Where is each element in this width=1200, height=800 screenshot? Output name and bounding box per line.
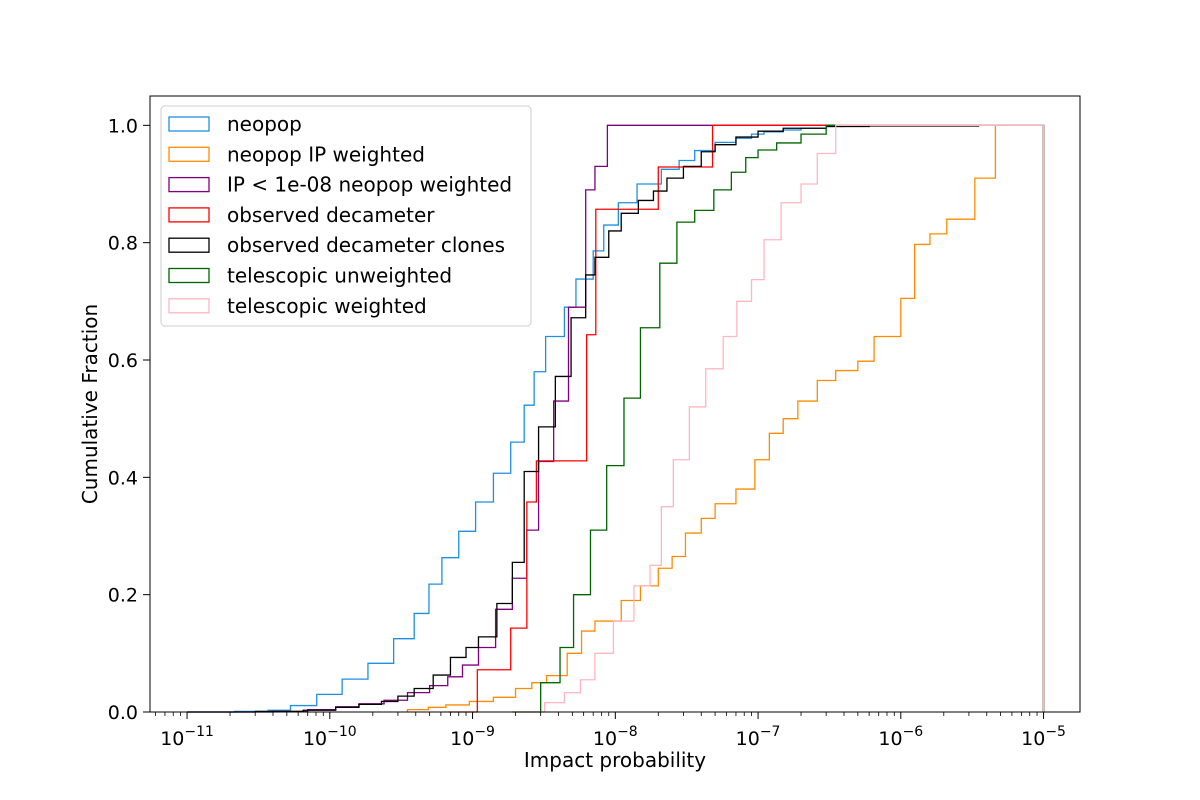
legend: neopop neopop IP weighted IP < 1e-08 neopo…: [160, 105, 532, 327]
y-tick-label-1: 0.2: [108, 585, 138, 607]
series-line-3: [448, 124, 1045, 713]
x-axis-label: Impact probability: [524, 748, 706, 772]
legend-swatch-3: [168, 207, 210, 223]
legend-label-4: observed decameter clones: [227, 233, 505, 257]
legend-label-6: telescopic weighted: [227, 294, 427, 318]
series-line-6: [521, 124, 1045, 713]
y-tick-label-2: 0.4: [108, 467, 138, 489]
y-tick-label-0: 0.0: [108, 702, 138, 724]
series-line-1: [406, 124, 1045, 712]
x-tick-label-1: 10−10: [303, 724, 357, 750]
y-axis-label: Cumulative Fraction: [78, 304, 102, 504]
series-line-0: [187, 124, 1045, 713]
legend-swatch-1: [168, 146, 210, 162]
x-tick-label-4: 10−7: [736, 724, 781, 750]
x-tick-label-5: 10−6: [878, 724, 923, 750]
legend-swatch-6: [168, 298, 210, 314]
legend-label-3: observed decameter: [227, 203, 435, 227]
legend-swatch-2: [168, 176, 210, 193]
y-tick-label-4: 0.8: [108, 233, 138, 255]
legend-swatch-0: [168, 116, 210, 132]
x-tick-label-6: 10−5: [1021, 724, 1066, 750]
legend-swatch-4: [168, 237, 210, 253]
legend-label-1: neopop IP weighted: [227, 142, 425, 166]
x-tick-label-2: 10−9: [450, 724, 495, 750]
legend-box: [160, 105, 532, 327]
axes-layer: 10−11 10−10 10−9 10−8 10−7 10−6 10−5 0.0 0.2 0.4 0…: [108, 115, 1066, 750]
x-tick-label-3: 10−8: [593, 724, 638, 750]
legend-label-5: telescopic unweighted: [227, 264, 452, 288]
series-line-5: [512, 124, 1045, 713]
y-tick-label-3: 0.6: [108, 350, 138, 372]
x-tick-label-0: 10−11: [160, 724, 214, 750]
series-layer: [187, 124, 1045, 713]
legend-swatch-5: [168, 267, 210, 284]
legend-label-0: neopop: [227, 112, 302, 136]
legend-label-2: IP < 1e-08 neopop weighted: [227, 173, 512, 197]
y-tick-label-5: 1.0: [108, 115, 138, 137]
series-line-4: [187, 124, 1045, 713]
